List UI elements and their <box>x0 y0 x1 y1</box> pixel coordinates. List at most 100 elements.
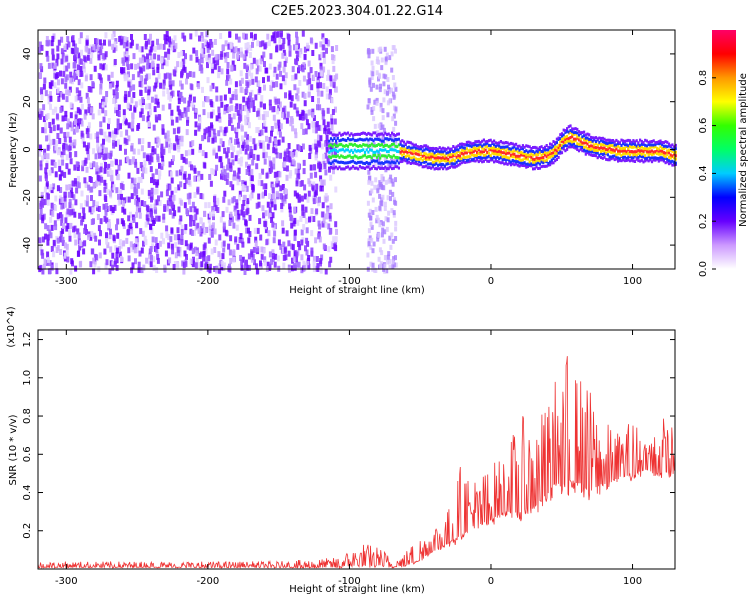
ridge-cell <box>603 149 606 153</box>
ridge-cell <box>375 144 378 147</box>
ridge-cell <box>526 162 530 166</box>
heatmap-cell <box>146 63 150 70</box>
heatmap-cell <box>145 214 149 221</box>
ridge-cell <box>547 145 550 149</box>
ridge-cell <box>396 159 399 163</box>
ridge-cell <box>601 140 604 144</box>
ridge-cell <box>494 146 497 150</box>
ridge-cell <box>657 140 660 144</box>
heatmap-cell <box>277 239 281 246</box>
heatmap-cell <box>54 106 58 113</box>
heatmap-cell <box>305 227 309 234</box>
heatmap-cell <box>44 90 48 97</box>
heatmap-cell <box>175 116 179 123</box>
ridge-cell <box>596 149 599 152</box>
ridge-cell <box>583 134 586 138</box>
ridge-cell <box>555 154 558 158</box>
ridge-cell <box>360 155 363 159</box>
heatmap-cell <box>322 119 326 126</box>
heatmap-cell <box>260 180 264 187</box>
heatmap-cell <box>370 143 373 149</box>
heatmap-cell <box>246 116 250 123</box>
heatmap-cell <box>115 265 119 271</box>
ridge-cell <box>669 156 672 160</box>
ridge-cell <box>469 151 472 155</box>
heatmap-cell <box>76 107 80 114</box>
heatmap-cell <box>142 240 145 247</box>
heatmap-cell <box>392 210 396 216</box>
ridge-cell <box>397 161 400 165</box>
ridge-cell <box>377 161 380 165</box>
ridge-cell <box>408 148 411 152</box>
heatmap-cell <box>240 51 244 58</box>
heatmap-cell <box>226 164 230 171</box>
heatmap-cell <box>174 252 178 259</box>
ridge-cell <box>569 129 572 133</box>
heatmap-cell <box>295 180 299 187</box>
heatmap-cell <box>393 82 397 88</box>
heatmap-cell <box>215 95 219 102</box>
heatmap-cell <box>104 183 108 189</box>
heatmap-cell <box>334 236 338 243</box>
heatmap-cell <box>282 262 286 269</box>
heatmap-cell <box>207 237 211 244</box>
ridge-cell <box>572 145 575 149</box>
heatmap-cell <box>185 78 188 85</box>
heatmap-cell <box>141 115 145 122</box>
ridge-cell <box>673 160 676 164</box>
ridge-cell <box>430 147 433 150</box>
heatmap-cell <box>287 143 291 149</box>
heatmap-cell <box>181 32 185 39</box>
heatmap-cell <box>325 93 329 100</box>
heatmap-cell <box>73 180 77 187</box>
ridge-cell <box>372 150 375 154</box>
ridge-cell <box>365 155 368 159</box>
heatmap-cell <box>101 107 105 114</box>
heatmap-cell <box>392 45 396 51</box>
heatmap-cell <box>379 182 383 187</box>
ridge-cell <box>560 146 564 150</box>
ridge-cell <box>633 154 637 158</box>
heatmap-cell <box>201 86 204 93</box>
heatmap-cell <box>209 229 212 236</box>
ridge-cell <box>406 154 409 158</box>
heatmap-cell <box>368 208 372 214</box>
heatmap-cell <box>183 35 187 42</box>
ridge-cell <box>350 132 353 136</box>
heatmap-cell <box>233 170 236 177</box>
heatmap-cell <box>194 224 198 231</box>
ridge-cell <box>355 155 358 159</box>
ridge-cell <box>340 148 343 152</box>
ridge-cell <box>605 151 608 155</box>
ridge-cell <box>447 162 450 166</box>
heatmap-cell <box>255 268 259 275</box>
heatmap-cell <box>65 89 69 96</box>
ridge-cell <box>408 145 411 149</box>
ridge-cell <box>611 154 615 158</box>
heatmap-cell <box>228 220 232 226</box>
ridge-cell <box>452 150 455 153</box>
heatmap-cell <box>254 240 258 247</box>
ridge-cell <box>477 160 480 164</box>
heatmap-cell <box>316 82 320 89</box>
ridge-cell <box>448 165 451 169</box>
heatmap-cell <box>127 255 131 262</box>
ridge-cell <box>576 127 579 131</box>
heatmap-cell <box>139 111 143 118</box>
ridge-cell <box>389 165 392 169</box>
heatmap-cell <box>46 256 50 263</box>
ridge-cell <box>504 152 508 156</box>
heatmap-cell <box>104 99 107 106</box>
heatmap-cell <box>177 250 181 257</box>
snr-y-axis-label: SNR (10 * v/v) <box>8 414 19 485</box>
ridge-cell <box>380 166 383 170</box>
heatmap-cell <box>295 251 299 258</box>
heatmap-cell <box>80 103 84 110</box>
heatmap-cell <box>217 130 221 137</box>
ridge-cell <box>674 143 677 147</box>
heatmap-cell <box>268 63 272 70</box>
ridge-cell <box>425 157 428 161</box>
heatmap-cell <box>65 243 69 250</box>
heatmap-cell <box>170 119 174 126</box>
heatmap-cell <box>137 138 141 145</box>
